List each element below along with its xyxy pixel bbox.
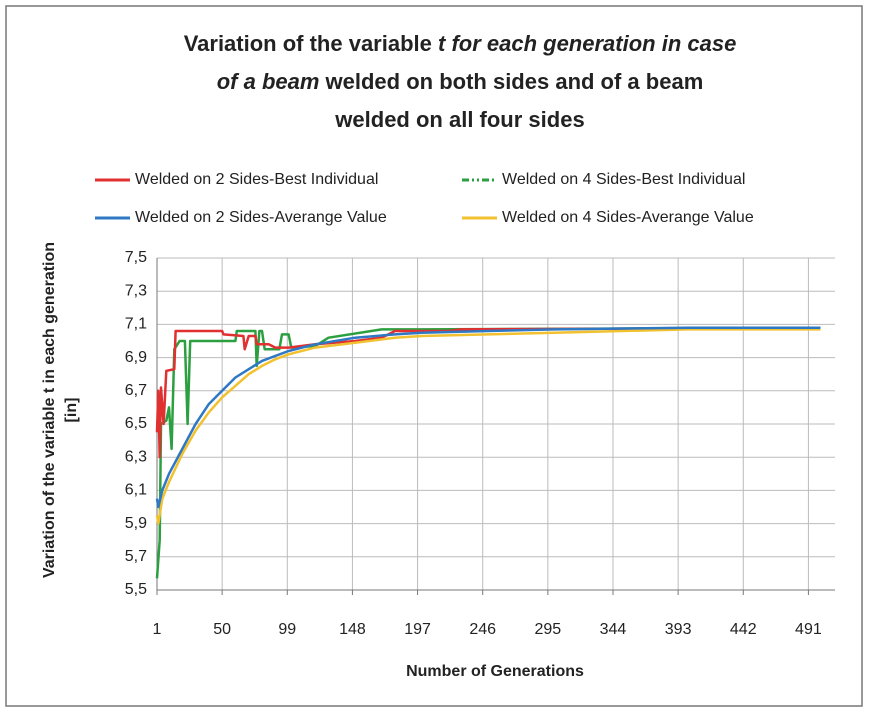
title-part: t for each generation in case: [438, 31, 736, 56]
x-tick-label: 246: [469, 621, 496, 638]
series-line: [155, 328, 821, 525]
x-tick-label: 442: [730, 621, 757, 638]
chart-title: of a beam welded on both sides and of a …: [217, 69, 704, 94]
legend-label: Welded on 2 Sides-Best Individual: [135, 171, 378, 188]
y-tick-label: 5,7: [125, 548, 147, 565]
y-tick-label: 6,3: [125, 448, 147, 465]
y-tick-label: 6,9: [125, 349, 147, 366]
title-part: welded on both sides and of a beam: [319, 69, 703, 94]
series-line: [155, 326, 821, 509]
x-tick-label: 295: [534, 621, 561, 638]
y-tick-label: 5,5: [125, 581, 147, 598]
title-part: Variation of the variable: [184, 31, 438, 56]
x-tick-label: 148: [339, 621, 366, 638]
x-tick-label: 393: [665, 621, 692, 638]
chart-title: Variation of the variable t for each gen…: [184, 31, 737, 56]
y-tick-label: 7,1: [125, 316, 147, 333]
x-tick-label: 344: [600, 621, 627, 638]
x-tick-label: 491: [795, 621, 822, 638]
y-tick-label: 5,9: [125, 515, 147, 532]
y-axis-label: Variation of the variable t in each gene…: [41, 242, 58, 578]
legend-label: Welded on 4 Sides-Averange Value: [502, 209, 754, 226]
chart-frame: [5, 5, 863, 707]
legend-label: Welded on 4 Sides-Best Individual: [502, 171, 745, 188]
x-tick-label: 50: [213, 621, 231, 638]
title-part: of a beam: [217, 69, 320, 94]
title-part: welded on all four sides: [334, 107, 584, 132]
x-axis-label: Number of Generations: [406, 663, 584, 680]
chart-title: welded on all four sides: [334, 107, 584, 132]
legend-label: Welded on 2 Sides-Averange Value: [135, 209, 387, 226]
x-tick-label: 99: [278, 621, 296, 638]
y-tick-label: 6,5: [125, 415, 147, 432]
y-tick-label: 7,3: [125, 282, 147, 299]
y-tick-label: 6,7: [125, 382, 147, 399]
x-tick-label: 197: [404, 621, 431, 638]
y-tick-label: 7,5: [125, 249, 147, 266]
series-line: [155, 326, 821, 459]
y-tick-label: 6,1: [125, 482, 147, 499]
x-tick-label: 1: [153, 621, 162, 638]
y-axis-label: [in]: [63, 398, 80, 423]
